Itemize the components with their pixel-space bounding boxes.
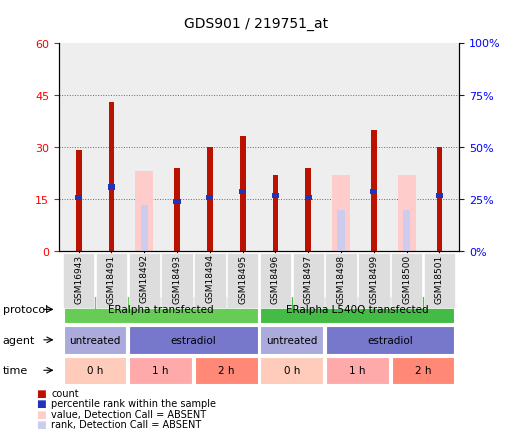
Text: 1 h: 1 h [349,365,366,375]
Bar [436,194,443,199]
Bar [207,148,213,252]
Bar [206,195,213,201]
Bar [305,195,312,201]
Text: 2 h: 2 h [415,365,431,375]
Text: GSM18496: GSM18496 [271,254,280,303]
Bar [370,189,378,194]
Text: GSM18498: GSM18498 [337,254,346,303]
Text: protocol: protocol [3,305,48,315]
Text: 0 h: 0 h [87,365,103,375]
Bar [272,175,279,252]
Text: estradiol: estradiol [367,335,413,345]
Text: ■: ■ [36,419,46,429]
Text: ■: ■ [36,398,46,408]
Text: 1 h: 1 h [152,365,169,375]
Bar [240,137,246,252]
Text: count: count [51,388,79,398]
Text: GSM18500: GSM18500 [402,254,411,303]
Text: time: time [3,365,28,375]
Text: 2 h: 2 h [218,365,234,375]
Text: GSM18495: GSM18495 [238,254,247,303]
Bar [239,189,246,194]
Bar [398,175,416,252]
Text: ERalpha L540Q transfected: ERalpha L540Q transfected [286,305,429,315]
Bar [135,172,153,252]
Text: GSM18492: GSM18492 [140,254,149,303]
Bar [371,130,377,252]
Text: ERalpha transfected: ERalpha transfected [108,305,213,315]
Bar [338,210,345,252]
Bar [174,168,180,252]
Bar [403,210,410,252]
Bar [75,195,82,201]
Text: GSM16943: GSM16943 [74,254,83,303]
Text: GSM18494: GSM18494 [205,254,214,303]
Text: agent: agent [3,335,35,345]
Text: GDS901 / 219751_at: GDS901 / 219751_at [185,17,328,31]
Bar [332,175,350,252]
Text: GSM18497: GSM18497 [304,254,313,303]
Bar [141,206,148,252]
Text: rank, Detection Call = ABSENT: rank, Detection Call = ABSENT [51,419,202,429]
Text: GSM18499: GSM18499 [369,254,379,303]
Bar [305,168,311,252]
Text: GSM18501: GSM18501 [435,254,444,303]
Bar [272,194,279,199]
Bar [173,200,181,205]
Text: untreated: untreated [69,335,121,345]
Text: value, Detection Call = ABSENT: value, Detection Call = ABSENT [51,409,206,418]
Text: GSM18491: GSM18491 [107,254,116,303]
Text: ■: ■ [36,409,46,418]
Text: GSM18493: GSM18493 [172,254,182,303]
Bar [109,102,114,252]
Bar [76,151,82,252]
Text: percentile rank within the sample: percentile rank within the sample [51,398,216,408]
Bar [108,185,115,190]
Text: ■: ■ [36,388,46,398]
Text: estradiol: estradiol [171,335,216,345]
Bar [437,148,442,252]
Text: untreated: untreated [266,335,318,345]
Text: 0 h: 0 h [284,365,300,375]
